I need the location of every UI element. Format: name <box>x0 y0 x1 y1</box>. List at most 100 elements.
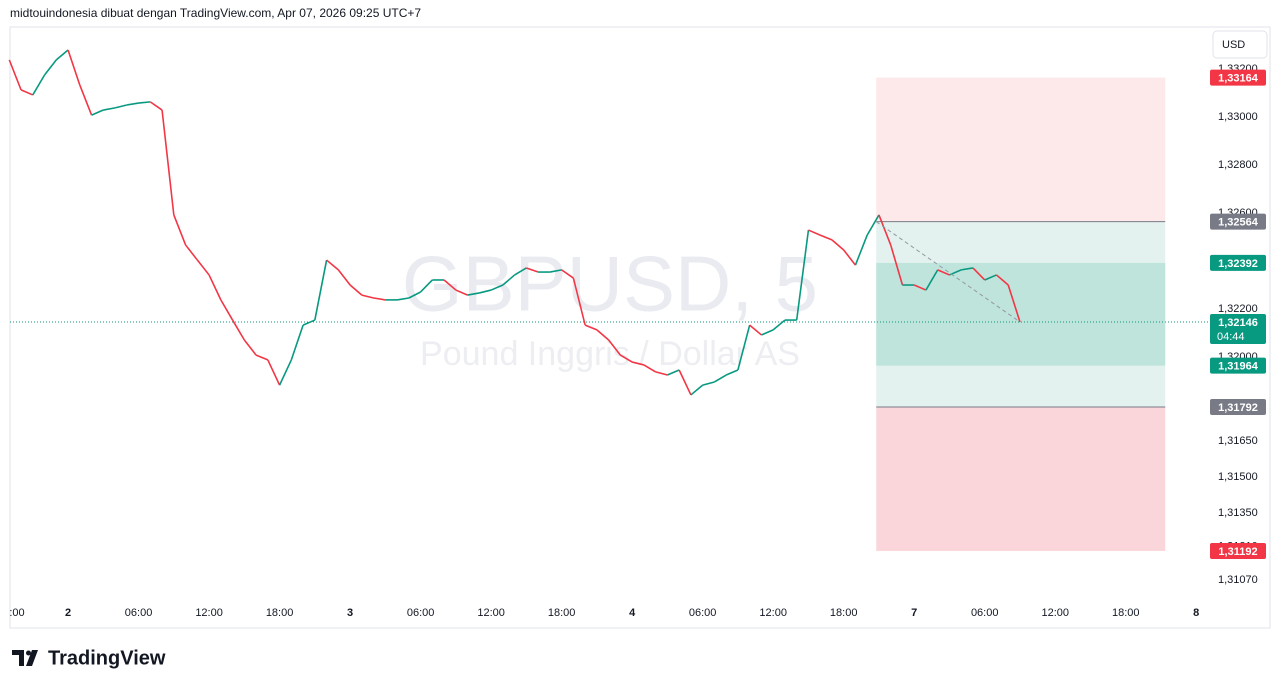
x-tick-label: 12:00 <box>195 607 223 619</box>
price-segment <box>373 297 386 301</box>
price-segment <box>173 214 187 246</box>
position-zone <box>876 77 1166 222</box>
price-segment <box>572 277 586 326</box>
price-segment <box>408 291 421 299</box>
y-tick-label: 1,31500 <box>1218 471 1258 483</box>
price-segment <box>854 234 868 266</box>
last-price-label: 1,32146 <box>1218 317 1258 329</box>
price-segment <box>690 384 704 396</box>
price-segment <box>714 374 727 383</box>
price-segment <box>514 267 527 276</box>
price-segment <box>103 107 116 111</box>
price-segment <box>725 369 739 376</box>
footer-logo: TradingView <box>48 647 166 669</box>
x-tick-label: 06:00 <box>971 607 999 619</box>
price-segment <box>55 49 69 61</box>
price-segment <box>326 259 339 271</box>
price-segment <box>243 339 257 356</box>
header: midtouindonesia dibuat dengan TradingVie… <box>10 6 421 20</box>
logo-icon <box>12 650 38 666</box>
price-segment <box>561 269 574 279</box>
price-badge <box>1210 542 1266 559</box>
price-badge-label: 1,33164 <box>1218 73 1259 85</box>
price-badge-label: 1,31964 <box>1218 361 1259 373</box>
y-tick-label: 1,31350 <box>1218 507 1258 519</box>
y-tick-label: 1,31650 <box>1218 435 1258 447</box>
price-segment <box>114 104 128 109</box>
price-segment <box>972 267 986 281</box>
price-segment <box>396 297 409 301</box>
x-tick-label: 12:00 <box>1041 607 1069 619</box>
x-tick-label: 06:00 <box>407 607 435 619</box>
price-segment <box>596 329 610 341</box>
price-segment <box>831 239 845 251</box>
price-segment <box>961 267 974 271</box>
price-segment <box>349 284 363 296</box>
price-segment <box>314 259 328 321</box>
price-segment <box>655 371 668 376</box>
price-segment <box>149 101 163 111</box>
countdown-label: 04:44 <box>1217 331 1245 343</box>
price-segment <box>866 214 880 236</box>
x-tick-label: 18:00 <box>266 607 294 619</box>
price-segment <box>984 274 997 281</box>
price-segment <box>667 369 680 376</box>
price-badge-label: 1,32392 <box>1218 258 1258 270</box>
y-tick-label: 1,32200 <box>1218 303 1258 315</box>
x-tick-label: 06:00 <box>125 607 153 619</box>
x-tick-label: 18:00 <box>830 607 858 619</box>
price-segment <box>337 269 351 286</box>
price-segment <box>220 299 234 321</box>
price-segment <box>67 49 81 86</box>
x-tick-label: 4 <box>629 607 636 619</box>
price-segment <box>772 319 786 331</box>
y-tick-label: 1,31070 <box>1218 574 1258 586</box>
price-segment <box>420 279 433 293</box>
price-badge <box>1210 69 1266 86</box>
price-badge <box>1210 213 1266 230</box>
price-segment <box>196 259 210 276</box>
price-segment <box>819 234 833 241</box>
y-tick-label: 1,33000 <box>1218 111 1258 123</box>
price-segment <box>1007 284 1021 323</box>
price-segment <box>678 369 692 396</box>
price-segment <box>737 324 751 371</box>
x-tick-label: 2 <box>65 607 71 619</box>
price-segment <box>231 319 246 341</box>
price-segment <box>631 361 645 366</box>
watermark: GBPUSD, 5 <box>402 240 818 328</box>
x-tick-label: 18:00 <box>1112 607 1140 619</box>
price-badge-label: 1,31192 <box>1218 546 1257 558</box>
price-segment <box>290 324 304 361</box>
currency-label: USD <box>1222 39 1245 51</box>
currency-button[interactable] <box>1212 30 1268 59</box>
price-segment <box>443 279 457 291</box>
y-tick-label: 1,32800 <box>1218 159 1258 171</box>
price-badge <box>1210 357 1266 374</box>
price-segment <box>913 284 927 291</box>
price-segment <box>455 289 468 296</box>
x-tick-label: 18:00 <box>548 607 576 619</box>
price-segment <box>795 229 810 321</box>
tv-logo <box>12 650 38 666</box>
position-zone <box>876 262 1166 366</box>
price-segment <box>702 381 715 386</box>
x-tick-label: 12:00 <box>477 607 505 619</box>
price-segment <box>925 269 939 291</box>
price-segment <box>808 229 821 236</box>
price-segment <box>267 359 281 386</box>
price-segment <box>878 214 892 246</box>
price-segment <box>302 319 316 326</box>
x-tick-label: :00 <box>9 607 24 619</box>
x-tick-label: 7 <box>911 607 917 619</box>
position-zone <box>876 406 1166 551</box>
price-badge-label: 1,32564 <box>1218 217 1259 229</box>
price-segment <box>43 59 57 76</box>
price-segment <box>619 354 633 363</box>
price-segment <box>479 289 492 294</box>
price-segment <box>126 102 139 106</box>
price-segment <box>843 249 857 266</box>
price-segment <box>361 294 374 299</box>
price-badge <box>1210 398 1266 415</box>
